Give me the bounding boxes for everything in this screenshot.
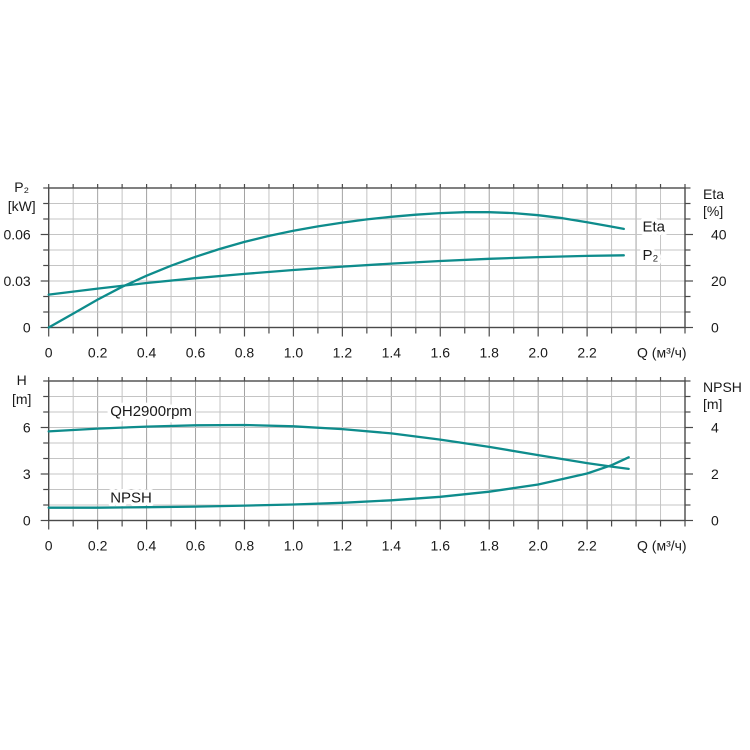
left-axis: 0 3 6 H [m] xyxy=(12,372,49,529)
x-tick-label: 1.0 xyxy=(284,538,304,554)
x-tick-label: 0.6 xyxy=(186,538,206,554)
x-tick-label: 0 xyxy=(45,538,53,554)
x-tick-label: 2.0 xyxy=(528,345,548,361)
left-tick-label: 3 xyxy=(23,466,31,482)
x-tick-label: 0.8 xyxy=(235,345,255,361)
p2-curve xyxy=(47,254,625,296)
x-tick-label: 1.8 xyxy=(479,345,499,361)
left-tick-label: 0.03 xyxy=(3,273,30,289)
left-tick-label: 0 xyxy=(23,320,31,336)
grid xyxy=(48,188,685,328)
x-tick-label: 1.2 xyxy=(333,345,353,361)
x-tick-label: 2.2 xyxy=(577,538,597,554)
right-axis-title: Eta xyxy=(703,186,724,202)
x-tick-label: 0 xyxy=(45,345,53,361)
head-curve xyxy=(47,423,630,471)
left-axis: 0 0.03 0.06 P₂ [kW] xyxy=(3,179,49,336)
x-tick-label: 0.6 xyxy=(186,345,206,361)
p2-curve-label: P₂ xyxy=(643,247,659,264)
x-tick-label: 0.2 xyxy=(88,345,108,361)
left-tick-label: 0.06 xyxy=(3,227,30,243)
x-tick-label: 2.0 xyxy=(528,538,548,554)
x-tick-label: 0.2 xyxy=(88,538,108,554)
right-axis-title: NPSH xyxy=(703,379,742,395)
npsh-curve xyxy=(47,456,630,509)
x-axis-title: Q (м³/ч) xyxy=(637,345,687,361)
left-tick-label: 6 xyxy=(23,420,31,436)
x-tick-label: 1.4 xyxy=(382,538,402,554)
left-axis-title: P₂ xyxy=(14,179,29,195)
right-tick-label: 40 xyxy=(711,227,727,243)
left-axis-title: H xyxy=(17,372,27,388)
x-tick-label: 1.2 xyxy=(333,538,353,554)
x-tick-label: 1.8 xyxy=(479,538,499,554)
right-axis-unit: [m] xyxy=(703,396,722,412)
x-axis: 0 0.2 0.4 0.6 0.8 1.0 1.2 1.4 1.6 1.8 2.0 2.2 Q (м³/… xyxy=(45,377,687,554)
power-efficiency-chart: 0 0.2 0.4 0.6 0.8 1.0 1.2 1.4 1.6 1.8 2.0 2.2 Q (м³/… xyxy=(3,179,726,361)
left-axis-unit: [m] xyxy=(12,391,31,407)
npsh-curve-label: NPSH xyxy=(110,489,152,506)
x-tick-label: 1.4 xyxy=(382,345,402,361)
x-tick-label: 0.4 xyxy=(137,345,157,361)
x-tick-label: 1.6 xyxy=(431,345,451,361)
x-tick-label: 0.4 xyxy=(137,538,157,554)
right-tick-label: 2 xyxy=(711,466,719,482)
right-tick-label: 0 xyxy=(711,513,719,529)
x-tick-label: 1.0 xyxy=(284,345,304,361)
x-tick-label: 0.8 xyxy=(235,538,255,554)
x-tick-label: 2.2 xyxy=(577,345,597,361)
right-tick-label: 4 xyxy=(711,420,719,436)
right-axis: 0 20 40 Eta[%] xyxy=(685,186,727,336)
left-tick-label: 0 xyxy=(23,513,31,529)
x-axis: 0 0.2 0.4 0.6 0.8 1.0 1.2 1.4 1.6 1.8 2.0 2.2 Q (м³/… xyxy=(45,184,687,361)
right-tick-label: 20 xyxy=(711,273,727,289)
eta-curve-label: Eta xyxy=(643,218,666,235)
head-curve-label: QH2900rpm xyxy=(110,403,192,420)
right-axis-unit: [%] xyxy=(703,203,723,219)
head-npsh-chart: 0 0.2 0.4 0.6 0.8 1.0 1.2 1.4 1.6 1.8 2.0 2.2 Q (м³/… xyxy=(12,372,742,554)
right-axis: 0 2 4 NPSH[m] xyxy=(685,379,742,529)
eta-curve xyxy=(47,211,625,329)
right-tick-label: 0 xyxy=(711,320,719,336)
left-axis-unit: [kW] xyxy=(8,198,36,214)
x-axis-title: Q (м³/ч) xyxy=(637,538,687,554)
x-tick-label: 1.6 xyxy=(431,538,451,554)
